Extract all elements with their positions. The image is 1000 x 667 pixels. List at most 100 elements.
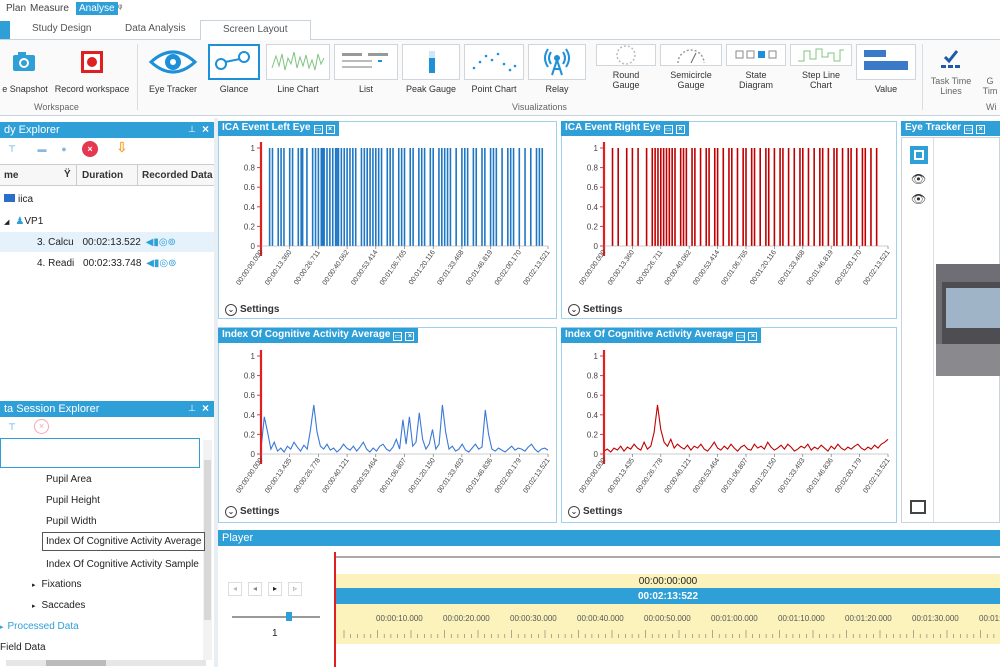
tree-processed-data[interactable]: ▸ Processed Data — [0, 621, 79, 632]
tree-participant-row[interactable]: ◢ ♟VP1 — [4, 216, 43, 227]
scrollbar[interactable] — [203, 440, 212, 660]
task-time-lines-button[interactable]: Task Time Lines — [926, 44, 976, 100]
record-workspace-button[interactable]: Record workspace — [52, 44, 132, 100]
tree-group-fixations[interactable]: ▸ Fixations — [32, 579, 82, 590]
maximize-icon[interactable]: ▭ — [663, 125, 673, 134]
eye-icon[interactable]: 👁 — [911, 192, 927, 206]
column-recorded-data[interactable]: Recorded Data — [142, 170, 213, 181]
close-icon[interactable]: × — [405, 332, 415, 341]
viz-glance-button[interactable]: Glance — [208, 44, 260, 100]
speed-slider-thumb[interactable] — [286, 612, 292, 621]
data-item-ica-average-selected[interactable]: Index Of Cognitive Activity Average — [42, 532, 206, 551]
viz-step-line-chart-button[interactable]: Step Line Chart — [790, 44, 852, 100]
pin-icon[interactable]: ⊥ — [188, 403, 196, 413]
y-tick-label: 0 — [594, 242, 599, 251]
filter-icon[interactable]: ⊤ — [8, 422, 16, 432]
settings-label: Settings — [240, 304, 280, 315]
cut-off-label-1: G — [986, 76, 994, 86]
expand-icon[interactable]: ▸ — [32, 582, 36, 589]
tab-data-analysis[interactable]: Data Analysis — [125, 23, 186, 34]
expand-icon[interactable]: ▸ — [0, 624, 4, 631]
splitter[interactable] — [214, 118, 218, 667]
recording-bar[interactable] — [336, 588, 1000, 604]
viz-state-diagram-button[interactable]: State Diagram — [726, 44, 786, 100]
pin-icon[interactable]: ⊥ — [188, 124, 196, 134]
menu-analyse[interactable]: Analyse — [76, 2, 118, 15]
tab-screen-layout[interactable]: Screen Layout — [200, 20, 311, 41]
delete-icon[interactable]: × — [82, 141, 98, 157]
tree-field-data[interactable]: Field Data — [0, 642, 46, 653]
close-icon[interactable]: × — [325, 125, 335, 134]
menu-measure[interactable]: Measure — [30, 3, 69, 14]
x-tick-label: 00:00:40.121 — [322, 457, 351, 495]
cut-off-button[interactable]: G Tim — [980, 44, 1000, 100]
tab-study-design[interactable]: Study Design — [32, 23, 92, 34]
chart-title-bar: Index Of Cognitive Activity Average ▭ × — [561, 328, 762, 343]
tree-recording-row-selected[interactable] — [0, 232, 214, 252]
snapshot-button[interactable]: e Snapshot — [0, 44, 50, 100]
close-icon[interactable]: × — [201, 401, 209, 415]
filter-icon[interactable]: ⊤ — [8, 144, 16, 154]
viz-semicircle-gauge-button[interactable]: Semicircle Gauge — [660, 44, 722, 100]
pin-icon[interactable]: ᵠ — [118, 3, 123, 14]
settings-toggle[interactable]: ⌄ Settings — [225, 506, 279, 518]
close-icon[interactable]: × — [976, 125, 986, 134]
close-icon[interactable]: × — [675, 125, 685, 134]
viz-round-gauge-button[interactable]: Round Gauge — [596, 44, 656, 100]
close-icon[interactable]: × — [201, 122, 209, 136]
tab-home-marker[interactable] — [0, 21, 10, 39]
player-header: Player — [218, 530, 1000, 546]
step-line-chart-icon — [790, 44, 852, 66]
data-item-pupil-area[interactable]: Pupil Area — [46, 474, 92, 485]
maximize-icon[interactable]: ▭ — [313, 125, 323, 134]
search-input[interactable] — [0, 438, 200, 468]
expand-icon[interactable]: ◢ — [4, 219, 10, 226]
viz-line-chart-button[interactable]: Line Chart — [266, 44, 330, 100]
tree-study-row[interactable]: iica — [4, 194, 33, 205]
column-duration[interactable]: Duration — [82, 170, 124, 181]
viz-round-gauge-label: Round Gauge — [612, 70, 640, 90]
maximize-icon[interactable]: ▭ — [393, 332, 403, 341]
tree-recording-row[interactable]: 3. Calcu 00:02:13.522 ◀▮◎⊚ — [37, 237, 176, 248]
data-item-pupil-width[interactable]: Pupil Width — [46, 516, 97, 527]
add-folder-icon[interactable]: ▬ — [37, 144, 47, 154]
round-gauge-icon — [596, 44, 656, 66]
player-title: Player — [222, 532, 254, 544]
viz-list-button[interactable]: List — [334, 44, 398, 100]
data-item-ica-sample[interactable]: Index Of Cognitive Activity Sample — [46, 559, 199, 570]
viz-relay-button[interactable]: Relay — [528, 44, 586, 100]
horizontal-scrollbar[interactable] — [6, 660, 206, 666]
import-icon[interactable]: ⇩ — [116, 139, 128, 155]
image-view-icon[interactable] — [910, 146, 928, 164]
rewind-icon[interactable]: ◂ — [228, 582, 242, 596]
play-icon[interactable]: ▸ — [268, 582, 282, 596]
filter-column-icon[interactable]: Ÿ — [64, 169, 71, 180]
viz-value-button[interactable]: Value — [856, 44, 916, 100]
tree-recording-row[interactable]: 4. Readi 00:02:33.748 ◀▮◎⊚ — [37, 258, 177, 269]
expand-icon[interactable]: ▸ — [32, 603, 36, 610]
tree-group-saccades[interactable]: ▸ Saccades — [32, 600, 85, 611]
viz-point-chart-button[interactable]: Point Chart — [464, 44, 524, 100]
viz-eye-tracker-button[interactable]: Eye Tracker — [142, 44, 204, 100]
data-item-pupil-height[interactable]: Pupil Height — [46, 495, 100, 506]
maximize-icon[interactable]: ▭ — [736, 332, 746, 341]
add-user-icon[interactable]: ● — [61, 144, 67, 154]
delete-icon[interactable]: × — [34, 419, 49, 434]
snapshot-icon[interactable] — [910, 500, 926, 514]
viz-peak-gauge-button[interactable]: Peak Gauge — [402, 44, 460, 100]
menu-plan[interactable]: Plan — [6, 3, 27, 14]
close-icon[interactable]: × — [748, 332, 758, 341]
previous-frame-icon[interactable]: ◂ — [248, 582, 262, 596]
settings-toggle[interactable]: ⌄ Settings — [568, 506, 622, 518]
settings-toggle[interactable]: ⌄ Settings — [225, 304, 279, 316]
eye-icon[interactable]: 👁 — [911, 172, 927, 186]
speed-slider[interactable] — [232, 616, 320, 618]
next-frame-icon[interactable]: ▹ — [288, 582, 302, 596]
viz-point-chart-label: Point Chart — [471, 84, 517, 94]
column-name[interactable]: me — [4, 170, 19, 181]
settings-toggle[interactable]: ⌄ Settings — [568, 304, 622, 316]
maximize-icon[interactable]: ▭ — [964, 125, 974, 134]
playhead[interactable] — [334, 552, 336, 667]
duration-time: 00:02:13:522 — [637, 591, 699, 602]
